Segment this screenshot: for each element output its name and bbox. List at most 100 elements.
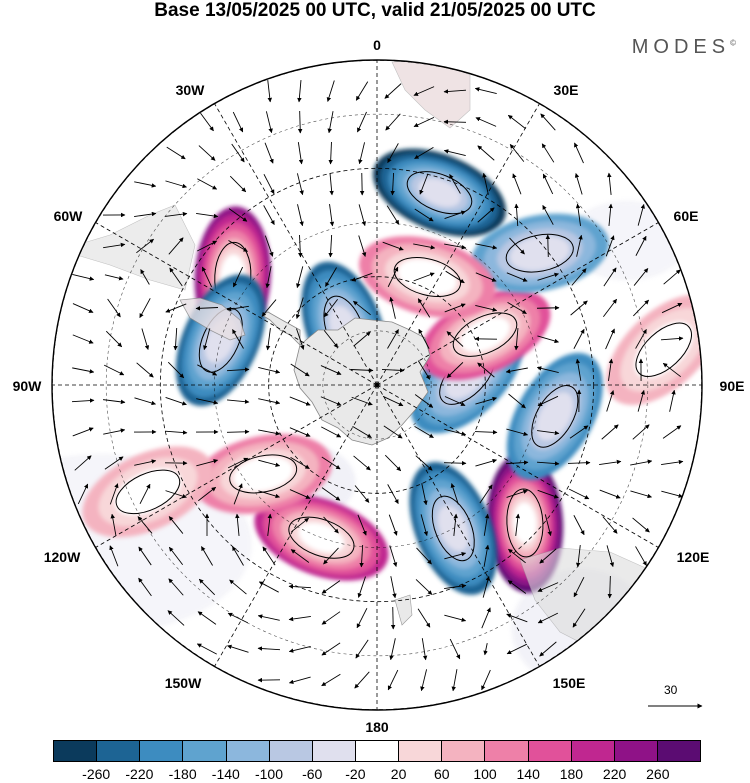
wind-vector [168,516,184,534]
wind-vector [630,459,653,466]
wind-vector [599,459,622,466]
wind-vector [386,205,400,225]
wind-vector [388,514,398,536]
wind-vector [453,513,458,536]
wind-vector [605,328,615,350]
wind-vector [449,174,461,194]
wind-vector [357,111,367,133]
wind-vector [198,486,217,502]
lon-label-30e: 30E [553,82,579,98]
wind-vector [669,389,676,412]
wind-vector [475,305,498,312]
wind-vector [508,548,526,564]
wind-vector [663,269,681,285]
wind-vector [444,396,466,406]
wind-vector [387,143,399,163]
colorbar-tick-label: 20 [390,766,407,782]
wind-vector [232,266,244,288]
wind-vector [258,398,281,405]
wind-vector [323,516,339,534]
wind-vector [233,483,243,505]
brand-mark: © [730,38,736,48]
wind-vector [140,269,150,285]
wind-vector [389,545,398,567]
wind-vector [536,461,560,466]
wind-vector [258,490,280,499]
wind-vector [72,334,94,344]
wind-vector [444,614,467,622]
wind-vector [537,335,559,344]
wind-vector [661,302,683,314]
wind-vector [296,328,305,350]
geopotential-contour [229,454,298,494]
wind-vector [572,608,586,628]
wind-vector [296,266,304,289]
wind-vector [417,298,431,318]
wind-vector [479,484,493,504]
colorbar-tick-label: -100 [254,766,284,782]
wind-vector [328,141,333,165]
colorbar-segment [657,741,701,761]
wind-vector [443,89,467,94]
wind-vector [637,203,645,226]
wind-vector [227,612,249,624]
wind-vector [475,243,498,250]
wind-vector [536,366,559,373]
wind-vector [320,365,342,375]
wind-vector [605,235,615,257]
wind-vector [109,483,119,505]
wind-vector [264,235,274,257]
wind-vector [537,612,559,624]
wind-vector [506,272,528,282]
wind-vector [507,302,527,314]
pole-dot [374,382,380,388]
colorbar-tick-label: 60 [434,766,450,782]
wind-vector [134,459,157,466]
wind-vector [329,173,334,196]
wind-vector [537,489,559,499]
wind-vector [608,203,613,226]
wind-vector [138,546,152,566]
wind-vector [165,490,187,499]
wind-vector [107,298,121,318]
wind-vector [72,303,94,313]
wind-vector [104,274,124,281]
geopotential-contour [431,495,475,562]
wind-vector [506,489,528,498]
wind-vector [537,272,559,281]
geopotential-contour [531,385,579,448]
wind-vector [414,208,434,222]
wind-vector [197,240,218,252]
wind-vector [353,455,371,471]
wind-vector [413,243,436,250]
colorbar-segment [355,741,400,761]
wind-vector [168,578,184,596]
wind-vector [165,396,187,406]
wind-vector [414,394,434,408]
wind-vector [474,87,497,95]
wind-vector [542,204,554,225]
wind-vector [482,575,490,598]
wind-vector [229,579,247,595]
wind-vector [288,615,311,622]
wind-vector [383,425,403,439]
colorbar-segment [97,741,141,761]
wind-vector [444,552,467,560]
lon-label-150e: 150E [552,675,586,691]
wind-vector [321,673,341,687]
wind-vector [257,614,280,621]
wind-vector [506,613,528,623]
wind-vector [539,641,557,657]
colorbar-tick-label: 140 [516,766,540,782]
wind-vector [165,303,187,313]
wind-vector [103,242,126,249]
wind-vector [575,203,581,226]
wind-vector [350,368,374,373]
latitude-circle [322,330,432,440]
wind-vector [483,544,490,567]
wind-vector [505,460,529,465]
wind-vector [387,484,399,505]
wind-vector [509,237,525,255]
wind-vector [444,210,466,219]
